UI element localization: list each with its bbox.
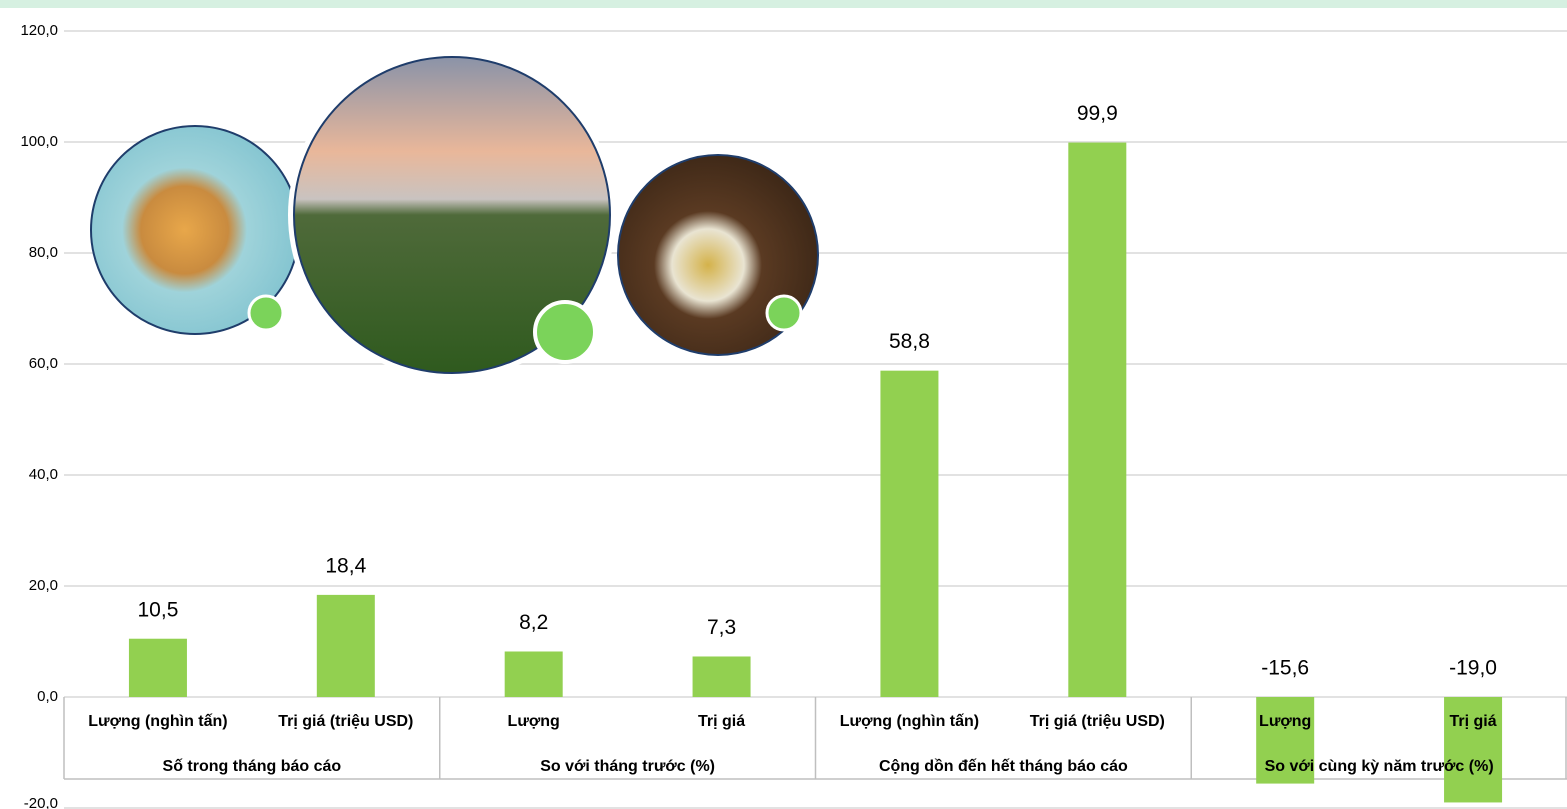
dot — [533, 300, 597, 364]
bar — [504, 651, 563, 697]
bar — [1068, 142, 1127, 697]
x-tick-label: Lượng (nghìn tấn) — [88, 713, 227, 730]
x-tick-label: Trị giá (triệu USD) — [278, 713, 413, 730]
decorative-photos — [90, 51, 819, 379]
bar — [1444, 697, 1503, 803]
x-tick-label: Trị giá — [1450, 713, 1497, 730]
y-tick-label: 120,0 — [20, 22, 58, 39]
x-tick-label: Trị giá — [698, 713, 745, 730]
plot: 10,5 Lượng (nghìn tấn) 18,4 Trị giá (triệu … — [88, 102, 1503, 803]
value-label: -19,0 — [1449, 657, 1497, 680]
value-label: 99,9 — [1077, 102, 1118, 125]
bar — [692, 656, 751, 697]
x-tick-label: Lượng — [508, 713, 560, 730]
bar — [316, 594, 375, 697]
value-label: 18,4 — [325, 554, 366, 577]
y-tick-label: 60,0 — [29, 355, 58, 372]
y-tick-label: 0,0 — [37, 688, 58, 705]
y-tick-label: -20,0 — [24, 795, 58, 809]
y-tick-label: 100,0 — [20, 133, 58, 150]
top-band — [0, 0, 1567, 8]
bar — [1256, 697, 1315, 784]
x-tick-label: Lượng (nghìn tấn) — [840, 713, 979, 730]
group-label: Số trong tháng báo cáo — [163, 758, 342, 775]
group-label: So với cùng kỳ năm trước (%) — [1265, 758, 1494, 775]
photo-tea-hills — [293, 56, 611, 374]
value-label: -15,6 — [1261, 657, 1309, 680]
group-label: Cộng dồn đến hết tháng báo cáo — [879, 758, 1128, 775]
value-label: 58,8 — [889, 330, 930, 353]
value-label: 7,3 — [707, 616, 736, 639]
bar — [880, 370, 939, 697]
grid: -20,0 0,0 20,0 40,0 60,0 80,0 100,0 120,0 — [20, 22, 1567, 809]
x-tick-label: Lượng — [1259, 713, 1311, 730]
value-label: 10,5 — [138, 598, 179, 621]
bar — [128, 638, 187, 697]
dot — [765, 294, 803, 332]
value-label: 8,2 — [519, 611, 548, 634]
y-tick-label: 40,0 — [29, 466, 58, 483]
group-label: So với tháng trước (%) — [540, 758, 715, 775]
y-tick-label: 20,0 — [29, 577, 58, 594]
y-tick-label: 80,0 — [29, 244, 58, 261]
x-tick-label: Trị giá (triệu USD) — [1030, 713, 1165, 730]
dot — [247, 294, 285, 332]
